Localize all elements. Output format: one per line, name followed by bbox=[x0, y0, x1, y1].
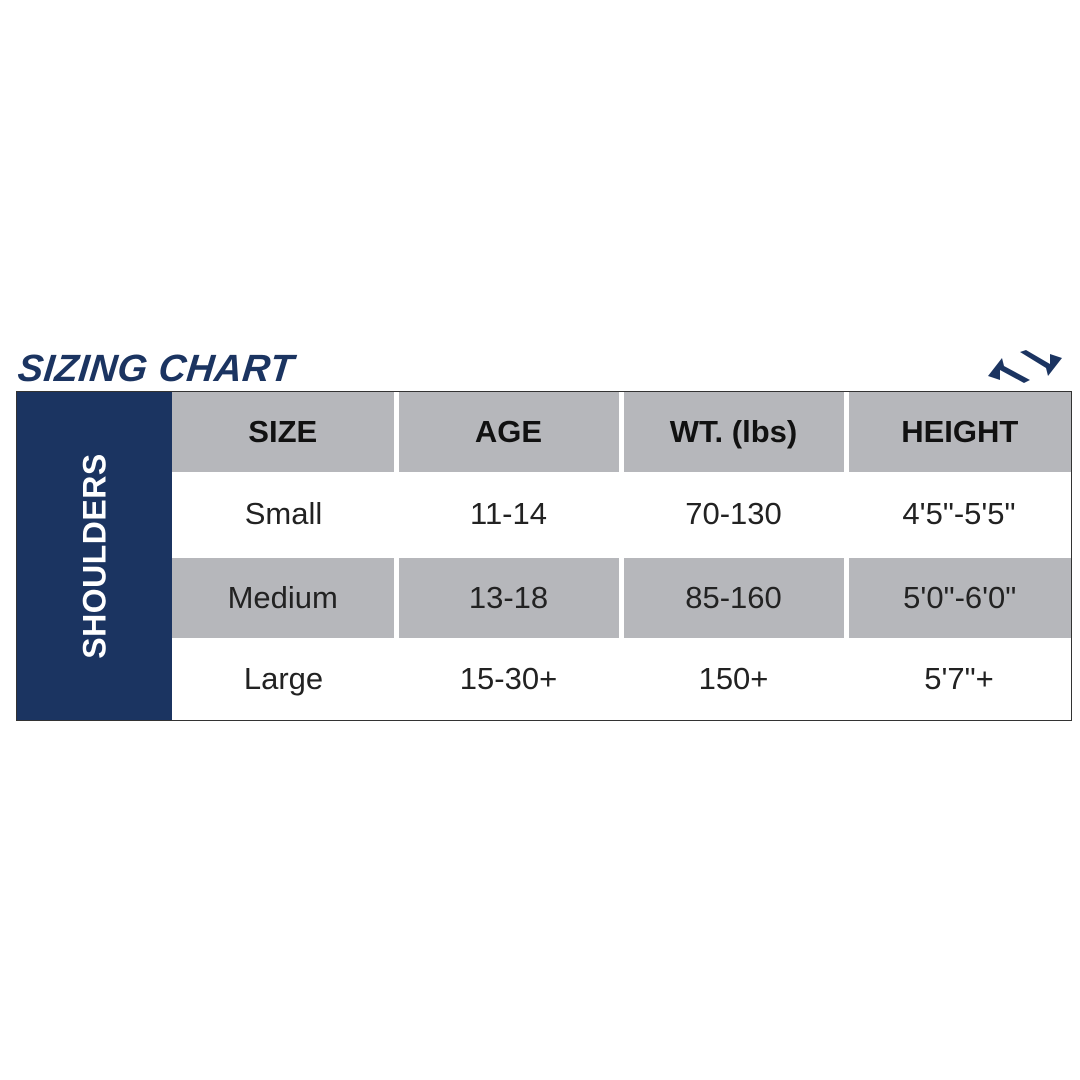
category-label-cell: SHOULDERS bbox=[17, 392, 172, 720]
table-cell: 5'0"-6'0" bbox=[848, 558, 1071, 638]
table-cell: 4'5"-5'5" bbox=[902, 496, 1016, 531]
category-label: SHOULDERS bbox=[76, 453, 112, 659]
table-cell: 5'7"+ bbox=[924, 661, 994, 696]
table-cell: 13-18 bbox=[398, 558, 619, 638]
brand-logo-icon bbox=[988, 350, 1062, 383]
column-header: HEIGHT bbox=[848, 392, 1071, 472]
sizing-table: SHOULDERS SIZE AGE WT. (lbs) HEIGHT Small 11-… bbox=[16, 391, 1072, 721]
table-cell: 15-30+ bbox=[459, 661, 558, 696]
column-header: AGE bbox=[398, 392, 619, 472]
table-cell: 11-14 bbox=[470, 496, 547, 531]
table-cell: Small bbox=[244, 496, 323, 531]
column-header: WT. (lbs) bbox=[623, 392, 844, 472]
table-cell: 70-130 bbox=[685, 496, 782, 531]
table-cell: 85-160 bbox=[623, 558, 844, 638]
table-cell: Medium bbox=[172, 558, 394, 638]
table-cell: Large bbox=[243, 661, 324, 696]
table-cell: 150+ bbox=[698, 661, 769, 696]
page-title: SIZING CHART bbox=[15, 348, 296, 390]
column-header: SIZE bbox=[172, 392, 394, 472]
